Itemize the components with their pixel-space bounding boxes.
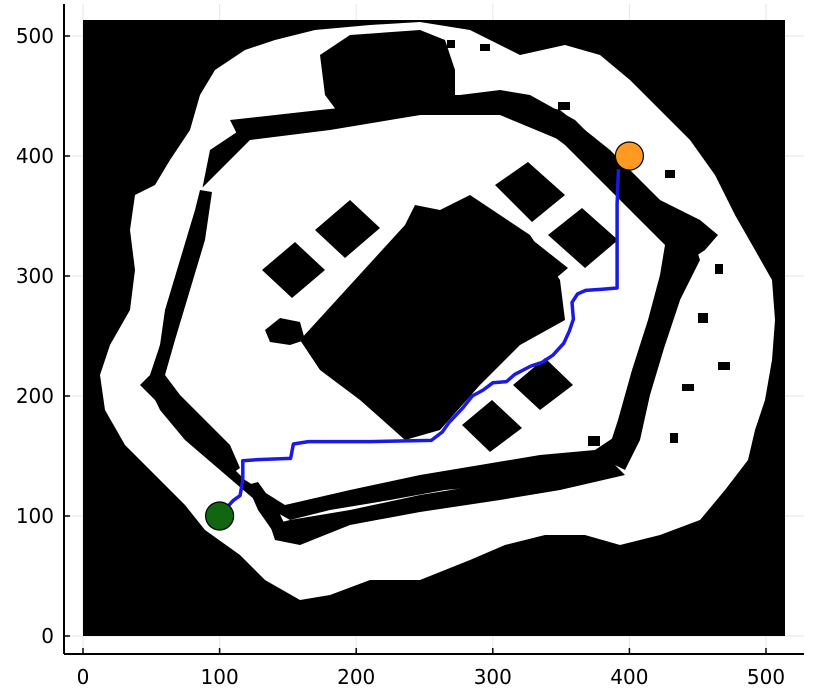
path-series-line (218, 169, 621, 518)
small-obstacle (718, 362, 730, 370)
x-tick-label: 500 (747, 665, 785, 689)
obstacle-wall-left-lower (247, 482, 285, 530)
obstacle-diamond-2 (315, 200, 380, 258)
y-tick-label: 500 (16, 24, 54, 48)
y-tick-label: 300 (16, 264, 54, 288)
obstacle-diamond-5 (490, 238, 568, 300)
y-tick-label: 100 (16, 504, 54, 528)
y-tick-label: 0 (41, 624, 54, 648)
tick-layer: 0 100 200 300 400 500 0 100 200 300 400 500 (16, 24, 785, 689)
small-obstacle (480, 44, 490, 51)
central-block-arm (265, 318, 305, 345)
x-tick-label: 0 (77, 665, 90, 689)
small-obstacle (715, 264, 723, 274)
small-obstacle (682, 384, 694, 391)
small-obstacle (665, 170, 675, 178)
obstacle-diamond-6 (513, 358, 573, 410)
occupancy-map (83, 20, 785, 636)
small-obstacle (670, 433, 678, 443)
obstacle-diamond-1 (262, 242, 325, 298)
obstacle-top-structure (320, 30, 455, 115)
obstacle-diamond-7 (462, 400, 522, 452)
obstacle-wall-right (500, 90, 718, 470)
x-tick-label: 100 (201, 665, 239, 689)
obstacle-wall-left (140, 190, 240, 475)
goal-point-marker (614, 141, 645, 171)
small-obstacle (698, 313, 708, 323)
marker-layer (205, 141, 645, 531)
central-obstacle-block (300, 195, 565, 440)
obstacle-diamond-4 (548, 208, 618, 268)
x-tick-label: 400 (610, 665, 648, 689)
small-obstacle (447, 40, 455, 48)
small-obstacle (558, 102, 570, 110)
y-tick-label: 200 (16, 384, 54, 408)
x-tick-label: 200 (337, 665, 375, 689)
obstacle-diamond-3 (495, 162, 565, 222)
x-tick-label: 300 (474, 665, 512, 689)
obstacle-wall-bottom (270, 460, 625, 545)
series-layer (218, 169, 621, 518)
y-tick-label: 400 (16, 144, 54, 168)
small-obstacle (588, 436, 600, 446)
start-point-marker (205, 501, 235, 531)
obstacle-wall-top (230, 90, 515, 140)
